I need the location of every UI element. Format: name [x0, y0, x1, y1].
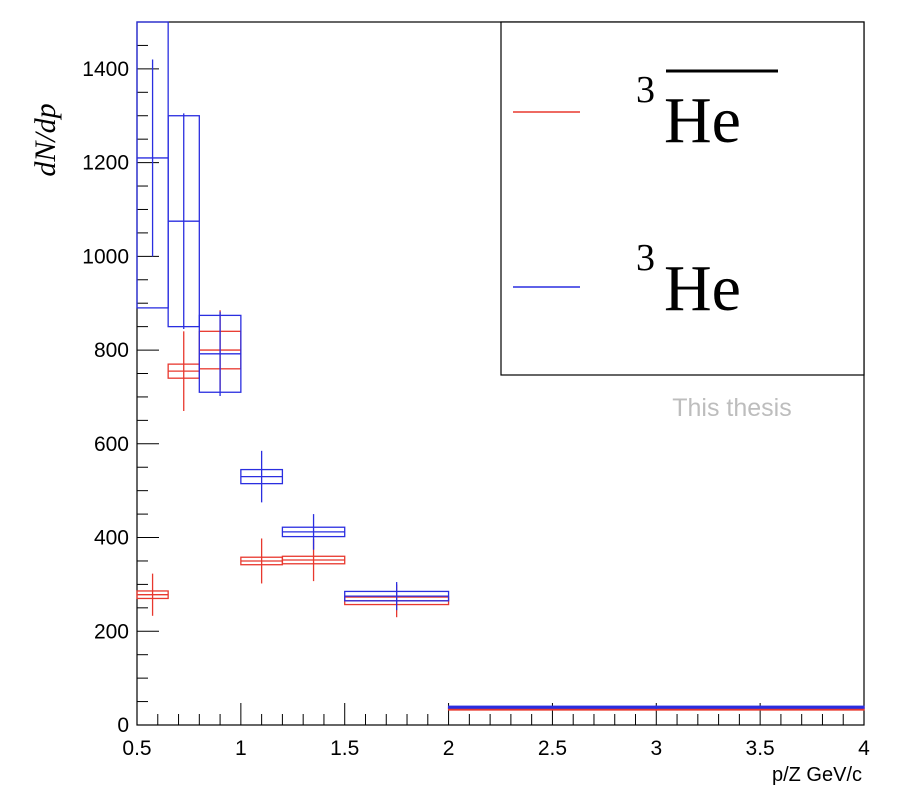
data-series — [136, 21, 865, 711]
y-axis-title: dN/dp — [29, 103, 62, 176]
y-tick-label: 0 — [117, 714, 129, 737]
axis-ticks — [136, 21, 865, 726]
x-tick-label: 1 — [235, 737, 247, 760]
legend-label-he3: He — [664, 252, 741, 325]
x-axis-title: p/Z GeV/c — [772, 764, 862, 786]
legend: 3 He 3 He — [500, 21, 865, 376]
y-tick-label: 1000 — [82, 245, 129, 268]
y-tick-label: 1400 — [82, 58, 129, 81]
watermark: This thesis — [672, 394, 791, 422]
x-tick-label: 3 — [650, 737, 662, 760]
x-tick-label: 0.5 — [122, 737, 151, 760]
legend-sup-he3: 3 — [636, 237, 655, 279]
x-tick-label: 4 — [858, 737, 870, 760]
x-tick-label: 1.5 — [330, 737, 359, 760]
x-tick-label: 2.5 — [538, 737, 567, 760]
legend-box — [500, 21, 865, 376]
x-tick-label: 2 — [443, 737, 455, 760]
y-tick-label: 200 — [94, 620, 129, 643]
x-tick-label: 3.5 — [746, 737, 775, 760]
y-tick-label: 1200 — [82, 152, 129, 175]
y-tick-label: 400 — [94, 527, 129, 550]
legend-sup-anti-he3: 3 — [636, 69, 655, 111]
series-he3 — [136, 21, 865, 710]
y-tick-label: 600 — [94, 433, 129, 456]
tick-labels: 0.5 1 1.5 2 2.5 3 3.5 4 0 200 400 600 800 1000 1200 140… — [82, 58, 870, 760]
y-tick-label: 800 — [94, 339, 129, 362]
legend-label-anti-he3: He — [664, 84, 741, 157]
